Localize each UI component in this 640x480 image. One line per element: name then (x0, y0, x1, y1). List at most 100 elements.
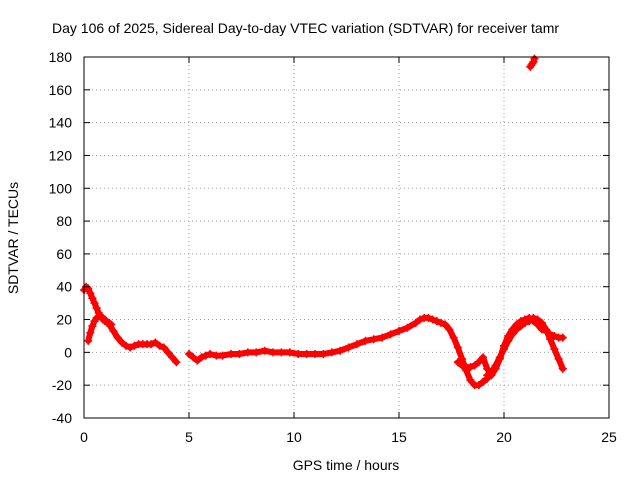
data-point (86, 328, 95, 337)
data-point (344, 343, 353, 352)
data-point (185, 350, 193, 359)
x-axis-ticks: 0 5 10 15 20 25 (80, 57, 617, 445)
data-point (86, 289, 95, 298)
data-point (483, 371, 492, 380)
data-point (88, 322, 97, 331)
data-point (109, 327, 118, 336)
data-point (558, 364, 567, 373)
data-point (189, 353, 198, 362)
y-tick-label: -20 (52, 377, 72, 393)
y-tick-label: 0 (64, 344, 72, 360)
data-point (147, 340, 156, 349)
data-point (441, 320, 450, 329)
data-point (117, 338, 126, 347)
data-point (201, 351, 210, 360)
y-axis-ticks: -40 -20 0 20 40 60 80 100 120 140 160 180 (49, 49, 609, 426)
data-point (84, 284, 93, 293)
data-points (80, 54, 567, 390)
data-point (550, 345, 559, 354)
data-point (525, 317, 534, 326)
data-point (453, 358, 462, 367)
data-point (101, 315, 109, 324)
data-point (126, 343, 135, 352)
series-3 (185, 313, 492, 390)
series-trace (85, 313, 180, 366)
data-point (512, 325, 521, 334)
data-point (294, 350, 303, 359)
data-point (336, 346, 345, 355)
chart-title: Day 106 of 2025, Sidereal Day-to-day VTE… (52, 20, 559, 36)
series-2 (84, 312, 181, 367)
data-point (466, 363, 475, 372)
data-point (424, 313, 433, 322)
data-point (206, 350, 214, 359)
data-point (449, 333, 458, 342)
data-point (353, 340, 361, 349)
data-point (88, 294, 97, 303)
data-point (470, 361, 479, 370)
y-axis-label: SDTVAR / TECUs (5, 182, 21, 294)
data-point (151, 338, 160, 347)
x-tick-label: 5 (185, 429, 193, 445)
data-point (361, 336, 370, 345)
data-point (327, 348, 336, 357)
data-point (319, 350, 328, 359)
data-point (130, 341, 139, 350)
y-tick-label: 120 (49, 147, 73, 163)
data-point (227, 350, 235, 359)
data-point (168, 353, 177, 362)
data-point (491, 361, 500, 370)
data-point (164, 348, 172, 357)
plot-frame (83, 56, 610, 419)
data-point (533, 315, 542, 324)
data-point (252, 348, 261, 357)
y-tick-label: 160 (49, 82, 73, 98)
y-tick-label: 140 (49, 115, 73, 131)
data-point (445, 325, 454, 334)
data-point (84, 336, 93, 345)
data-point (113, 333, 122, 342)
series-6 (526, 54, 539, 71)
data-point (528, 59, 537, 68)
data-point (474, 358, 483, 367)
data-point (269, 348, 277, 357)
data-point (105, 320, 114, 329)
data-point (378, 333, 387, 342)
series-4 (453, 313, 567, 380)
data-point (530, 54, 539, 63)
data-point (218, 351, 227, 360)
data-point (558, 333, 567, 342)
data-point (487, 368, 496, 377)
data-point (428, 315, 437, 324)
data-point (453, 343, 462, 352)
data-point (411, 318, 420, 327)
data-point (92, 304, 101, 313)
data-point (437, 318, 445, 327)
data-point (90, 299, 99, 308)
x-tick-label: 25 (601, 429, 617, 445)
data-point (155, 341, 164, 350)
data-point (521, 318, 529, 327)
data-point (546, 335, 555, 344)
data-point (159, 343, 168, 352)
data-point (395, 327, 403, 336)
x-tick-label: 15 (391, 429, 407, 445)
y-tick-label: -40 (52, 410, 72, 426)
data-point (416, 315, 424, 324)
data-point (479, 353, 487, 362)
x-tick-label: 20 (496, 429, 512, 445)
data-point (508, 330, 517, 339)
data-point (172, 358, 181, 367)
y-tick-label: 20 (56, 312, 72, 328)
data-point (537, 318, 546, 327)
data-point (403, 323, 412, 332)
data-point (466, 376, 475, 385)
data-point (516, 322, 525, 331)
data-point (495, 353, 504, 362)
y-tick-label: 60 (56, 246, 72, 262)
data-point (479, 377, 487, 386)
x-tick-label: 0 (80, 429, 88, 445)
data-point (529, 313, 538, 322)
data-point (500, 345, 508, 354)
